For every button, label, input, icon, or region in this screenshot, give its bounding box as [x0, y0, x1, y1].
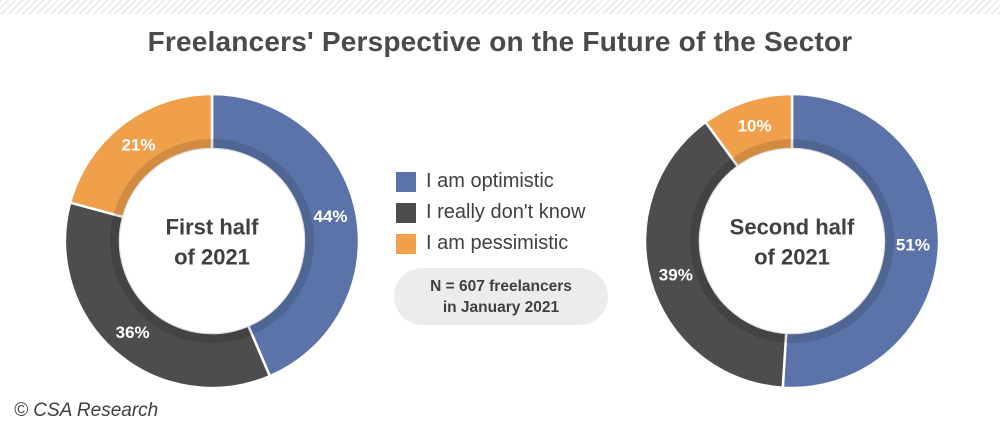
legend-label-optimistic: I am optimistic: [426, 170, 554, 192]
center-label-first-half-line-2: of 2021: [174, 245, 250, 270]
legend-item-optimistic: I am optimistic: [396, 166, 636, 197]
donut-hole-second-half: [700, 149, 884, 333]
decorative-header-stripe: [0, 0, 1000, 14]
slice-second-half-optimistic: [781, 92, 941, 390]
legend-label-dont-know: I really don't know: [426, 201, 586, 223]
slice-label-first-half-dont-know: 36%: [116, 323, 150, 342]
center-label-first-half-line-1: First half: [166, 215, 260, 240]
legend: I am optimistic I really don't know I am…: [396, 166, 636, 259]
legend-swatch-pessimistic: [396, 233, 416, 254]
slice-label-first-half-pessimistic: 21%: [121, 135, 155, 154]
inner-shadow-ring-first-half: [110, 139, 314, 343]
legend-swatch-optimistic: [396, 171, 416, 192]
inner-shadow-ring-second-half: [690, 139, 894, 343]
sample-size-line-2: in January 2021: [442, 298, 560, 316]
chart-title: Freelancers' Perspective on the Future o…: [147, 26, 853, 57]
slice-label-second-half-dont-know: 39%: [659, 265, 693, 284]
source-credit: © CSA Research: [14, 400, 159, 421]
legend-label-pessimistic: I am pessimistic: [426, 232, 569, 254]
donut-hole-first-half: [120, 149, 304, 333]
sample-size-line-1: N = 607 freelancers: [430, 277, 572, 295]
legend-swatch-dont-know: [396, 202, 416, 223]
slice-label-second-half-pessimistic: 10%: [738, 116, 772, 135]
legend-item-dont-know: I really don't know: [396, 197, 636, 228]
legend-item-pessimistic: I am pessimistic: [396, 228, 636, 259]
center-label-second-half-line-2: of 2021: [754, 245, 830, 270]
slice-label-second-half-optimistic: 51%: [896, 235, 930, 254]
sample-size-note: N = 607 freelancers in January 2021: [394, 268, 608, 325]
slice-label-first-half-optimistic: 44%: [314, 207, 348, 226]
center-label-second-half-line-1: Second half: [730, 215, 855, 240]
slice-second-half-pessimistic: [704, 92, 794, 168]
